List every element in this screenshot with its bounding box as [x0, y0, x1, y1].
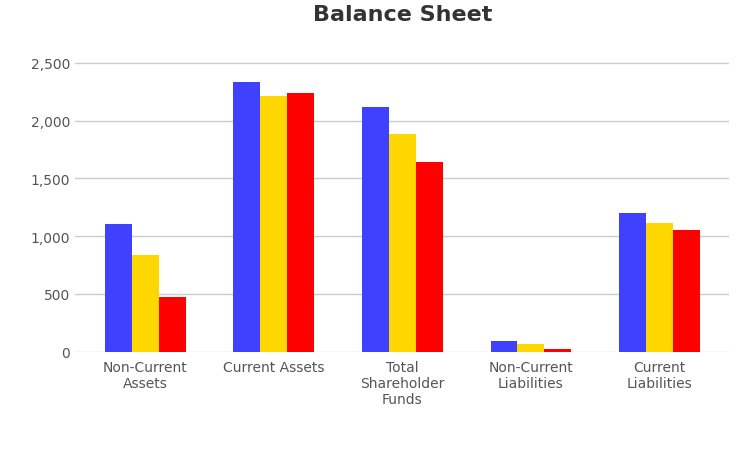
- Bar: [490, 341, 517, 352]
- Bar: [619, 213, 646, 352]
- Bar: [544, 349, 572, 352]
- Bar: [416, 163, 443, 352]
- Bar: [673, 231, 699, 352]
- Bar: [132, 255, 159, 352]
- Bar: [105, 225, 132, 352]
- Bar: [159, 298, 186, 352]
- Bar: [260, 97, 287, 352]
- Bar: [287, 94, 314, 352]
- Bar: [517, 344, 544, 352]
- Bar: [362, 107, 389, 352]
- Bar: [646, 224, 673, 352]
- Legend: Dec-23, Dec-22, Dec-21: Dec-23, Dec-22, Dec-21: [250, 446, 554, 451]
- Title: Balance Sheet: Balance Sheet: [313, 5, 492, 25]
- Bar: [233, 83, 260, 352]
- Bar: [389, 135, 416, 352]
